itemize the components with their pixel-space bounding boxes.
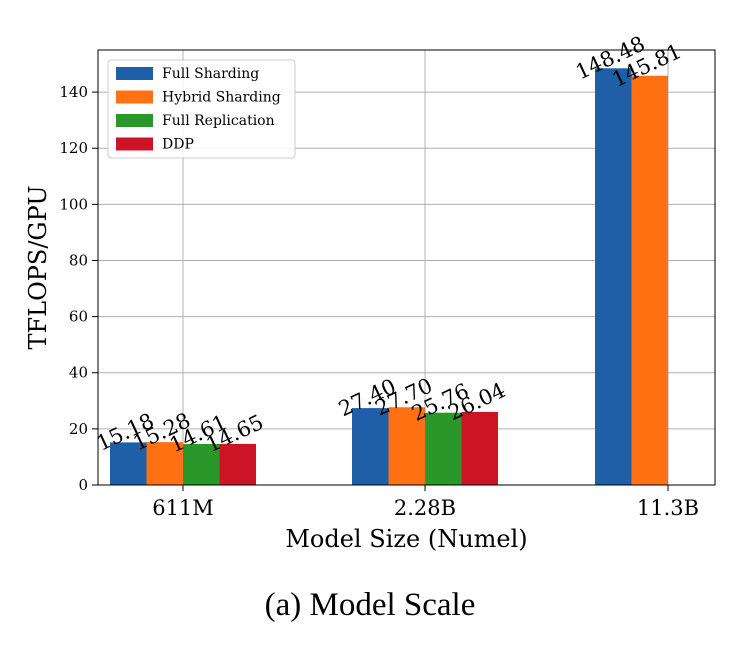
y-tick-label: 0 [78,476,88,494]
bar [146,442,183,485]
bar [219,443,256,485]
bar [631,75,668,485]
legend-label: DDP [162,137,194,153]
legend: Full Sharding Hybrid Sharding Full Replica… [107,59,296,159]
legend-label: Full Replication [162,113,275,129]
x-tick-label: 2.28B [394,496,456,520]
y-tick-label: 120 [59,139,88,157]
y-tick-label: 40 [69,364,88,382]
x-tick-label: 11.3B [637,496,699,520]
bar [388,407,425,485]
x-axis-title: Model Size (Numel) [285,525,527,553]
bar [183,443,220,485]
bar [425,412,462,485]
y-tick-label: 60 [69,308,88,326]
y-tick-label: 100 [59,195,88,213]
bar [461,411,498,485]
bars [110,68,668,485]
legend-label: Hybrid Sharding [162,90,281,106]
legend-label: Full Sharding [162,66,259,82]
plot-frame [97,49,716,486]
legend-swatch [116,67,153,80]
y-axis: 0 20 40 60 80 100 120 140 [59,83,98,494]
bar [352,408,389,485]
figure-caption: (a) Model Scale [265,587,476,623]
bar [595,68,632,485]
legend-box [107,59,296,159]
legend-swatch [116,137,153,151]
x-axis: 611M 2.28B 11.3B [152,485,699,520]
legend-swatch [116,114,153,127]
y-tick-label: 80 [69,251,88,269]
x-tick-label: 611M [152,496,214,520]
legend-swatch [116,90,153,104]
y-tick-label: 140 [59,83,88,101]
y-axis-title: TFLOPS/GPU [24,185,52,349]
y-tick-label: 20 [69,420,88,438]
bar [110,442,147,485]
